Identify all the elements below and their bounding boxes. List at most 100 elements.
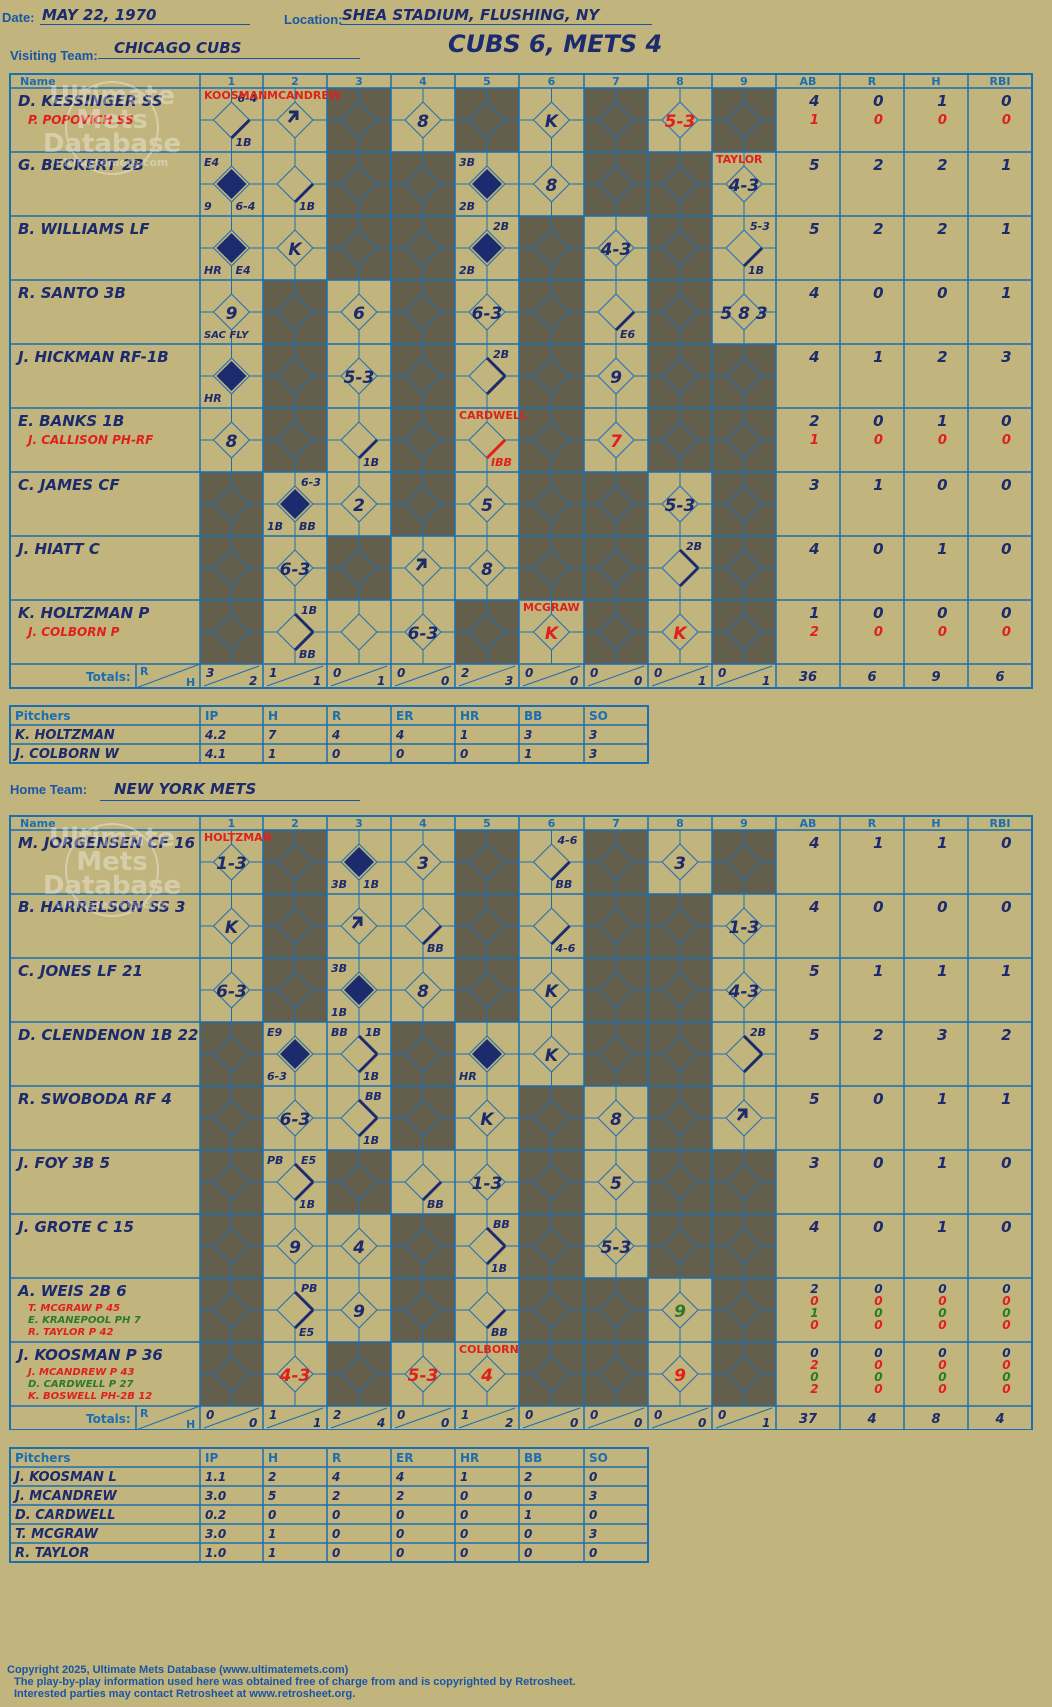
pitching-stat: 1 (268, 1546, 276, 1560)
game-headline: CUBS 6, METS 4 (448, 30, 663, 58)
inning-hits: 1 (313, 1416, 321, 1430)
col-header-inning: 4 (419, 75, 427, 88)
total-stat: 8 (931, 1412, 940, 1427)
totals-h-label: H (186, 676, 195, 689)
inning-hits: 1 (698, 674, 706, 688)
pitching-stat: 4.2 (204, 728, 226, 742)
batting-stat: 5 (809, 1026, 819, 1044)
pitching-stat: 1 (268, 1527, 276, 1541)
pitch-header: R (332, 709, 341, 723)
col-header-inning: 6 (548, 75, 556, 88)
pitching-stat: 3.0 (205, 1489, 226, 1503)
pitching-stat: 2 (524, 1470, 532, 1484)
contact-line: Interested parties may contact Retroshee… (14, 1688, 356, 1700)
batting-stat: 0 (874, 1370, 882, 1384)
play-notation: 6-3 (216, 982, 247, 1002)
batting-stat: 1 (873, 476, 883, 494)
batting-stat: 0 (1002, 113, 1011, 128)
watermark-text: Database (43, 129, 181, 159)
play-notation: 4-6 (555, 942, 576, 955)
play-notation: 1B (299, 1198, 315, 1211)
batting-stat: 4 (808, 348, 819, 366)
play-notation: K (545, 624, 560, 644)
batting-stat: 0 (1001, 834, 1011, 852)
grid-line (587, 1407, 645, 1429)
player-name: D. KESSINGER SS (18, 92, 163, 110)
retrosheet-line: The play-by-play information used here w… (14, 1676, 576, 1688)
play-notation: E4 (204, 156, 219, 169)
pitch-border (9, 705, 649, 764)
batting-stat: 1 (937, 92, 947, 110)
total-stat: 4 (866, 1412, 876, 1427)
player-name: B. HARRELSON SS 3 (18, 898, 185, 916)
basepath-line (485, 438, 507, 460)
play-notation: 3B (459, 156, 475, 169)
col-header-inning: 8 (676, 817, 684, 830)
batting-stat: 1 (1001, 156, 1011, 174)
play-notation: 5 (481, 496, 493, 516)
col-header-stat: RBI (990, 817, 1011, 830)
play-notation: 9 (353, 1302, 365, 1322)
play-notation: 9 (204, 200, 212, 213)
basepath-line (357, 1098, 379, 1120)
pitching-stat: K. HOLTZMAN (15, 728, 115, 743)
batting-stat: 3 (809, 1154, 819, 1172)
play-notation: 6-3 (267, 1070, 287, 1083)
watermark-text: Ultimate (49, 823, 175, 853)
pitching-stat: J. COLBORN W (12, 747, 120, 762)
substitute-name: J. COLBORN P (26, 625, 120, 639)
inning-runs: 0 (718, 666, 726, 680)
batting-stat: 0 (874, 1294, 882, 1308)
total-stat: 37 (799, 1412, 818, 1427)
inning-hits: 1 (762, 1416, 770, 1430)
basepath-line (293, 1290, 315, 1312)
batting-stat: 0 (1002, 1346, 1010, 1360)
batting-stat: 2 (873, 220, 883, 238)
player-name: C. JONES LF 21 (18, 962, 143, 980)
play-notation: 4 (480, 1366, 493, 1386)
pitch-header: ER (396, 709, 413, 723)
player-name: J. FOY 3B 5 (15, 1154, 110, 1172)
play-notation: 5-3 (601, 1238, 632, 1258)
grid-line (715, 665, 773, 687)
batting-stat: 2 (810, 1282, 818, 1296)
play-notation: 5-3 (344, 368, 375, 388)
batting-stat: 0 (937, 898, 947, 916)
play-notation: 5-3 (750, 220, 770, 233)
grid-line (458, 665, 516, 687)
substitute-name: J. MCANDREW P 43 (26, 1367, 135, 1378)
inning-hits: 2 (505, 1416, 513, 1430)
batting-stat: 1 (1001, 220, 1011, 238)
basepath-line (293, 1180, 315, 1202)
batting-stat: 2 (1001, 1026, 1011, 1044)
inning-runs: 1 (269, 666, 277, 680)
play-notation: 5-3 (665, 112, 696, 132)
grid-line (266, 1407, 324, 1429)
pitching-stat: 2 (396, 1489, 404, 1503)
advance-arrow (736, 1108, 748, 1121)
pitching-stat: T. MCGRAW (15, 1527, 99, 1542)
basepath-line (357, 438, 379, 460)
substitute-name: E. KRANEPOOL PH 7 (28, 1315, 141, 1326)
watermark-text: ultimatemets.com (56, 156, 169, 169)
pitching-stat: 0 (332, 1527, 340, 1541)
pitching-stat: 0 (396, 1508, 404, 1522)
play-notation: 1B (267, 520, 283, 533)
inning-runs: 0 (397, 1408, 405, 1422)
substitute-name: D. CARDWELL P 27 (28, 1379, 134, 1390)
inning-hits: 0 (249, 1416, 257, 1430)
batting-stat: 0 (937, 476, 947, 494)
batting-stat: 4 (808, 92, 819, 110)
total-stat: 9 (931, 670, 940, 685)
pitch-header: HR (460, 709, 479, 723)
batting-stat: 1 (810, 1306, 818, 1320)
pitching-stat: 0 (332, 1508, 340, 1522)
player-name: R. SANTO 3B (18, 284, 126, 302)
batting-stat: 0 (873, 540, 883, 558)
grid-line (522, 1407, 581, 1429)
batting-stat: 3 (809, 476, 819, 494)
batting-stat: 0 (938, 1382, 946, 1396)
play-notation: BB (299, 520, 316, 533)
col-header-stat: H (931, 817, 940, 830)
